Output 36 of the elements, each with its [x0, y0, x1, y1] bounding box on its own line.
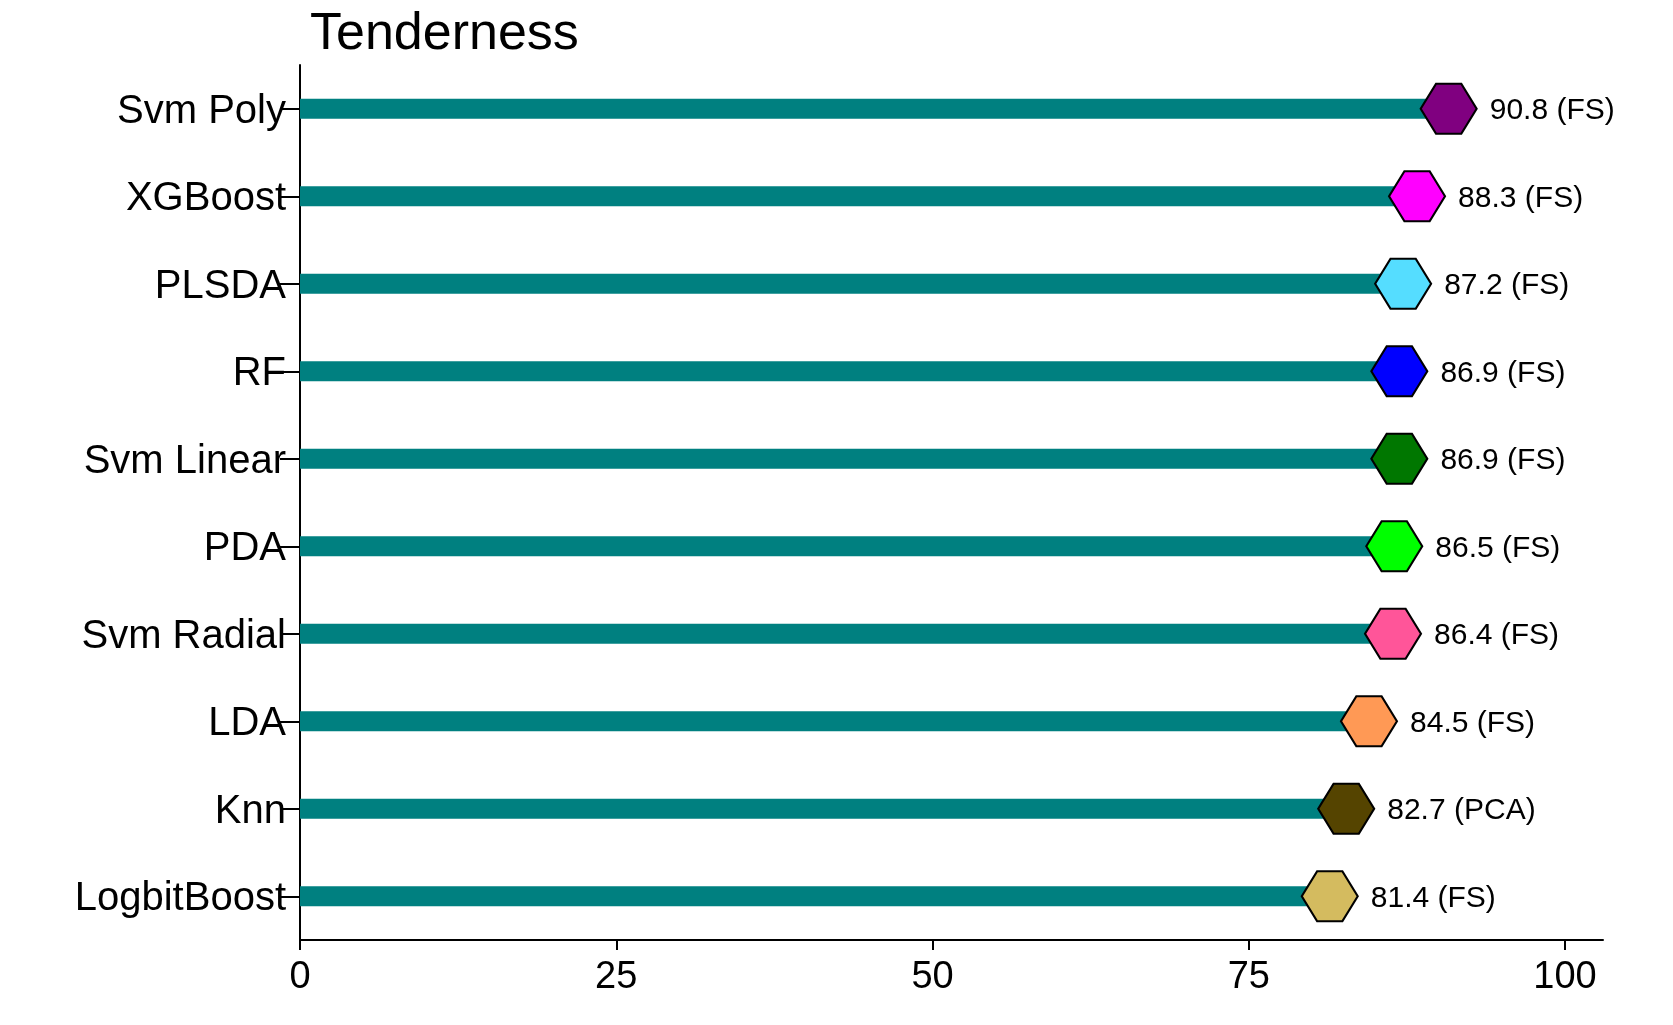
data-label: 86.5 (FS) [1435, 529, 1561, 563]
data-label: 90.8 (FS) [1489, 92, 1615, 126]
point [1419, 82, 1478, 135]
point [1374, 257, 1433, 310]
y-tick-label: LDA [208, 699, 287, 744]
y-tick-label: PLSDA [154, 261, 287, 306]
point [1365, 520, 1424, 573]
point [1339, 695, 1398, 748]
y-tick-label: Svm Linear [83, 436, 286, 481]
point [1317, 782, 1376, 835]
data-label: 81.4 (FS) [1370, 879, 1496, 913]
x-tick-label: 50 [911, 954, 954, 996]
y-tick-label: XGBoost [125, 174, 286, 219]
data-label: 86.4 (FS) [1434, 617, 1560, 651]
point [1388, 170, 1447, 223]
data-label: 86.9 (FS) [1440, 442, 1566, 476]
y-tick-label: RF [232, 349, 286, 394]
y-tick-label: PDA [203, 524, 287, 569]
data-label: 88.3 (FS) [1458, 179, 1584, 213]
y-tick-label: Svm Radial [81, 611, 286, 656]
point [1370, 432, 1429, 485]
y-tick-label: Knn [214, 786, 286, 831]
data-label: 87.2 (FS) [1444, 267, 1570, 301]
point [1300, 870, 1359, 923]
x-tick-label: 100 [1533, 954, 1597, 996]
x-tick-label: 25 [595, 954, 638, 996]
data-label: 82.7 (PCA) [1387, 792, 1536, 826]
y-tick-label: LogbitBoost [74, 874, 286, 919]
y-tick-label: Svm Poly [117, 86, 286, 131]
chart-title: Tenderness [310, 2, 579, 60]
x-tick-label: 0 [289, 954, 311, 996]
data-label: 84.5 (FS) [1410, 704, 1536, 738]
point [1364, 607, 1422, 660]
data-label: 86.9 (FS) [1440, 354, 1566, 388]
point [1370, 345, 1429, 398]
x-tick-label: 75 [1227, 954, 1270, 996]
